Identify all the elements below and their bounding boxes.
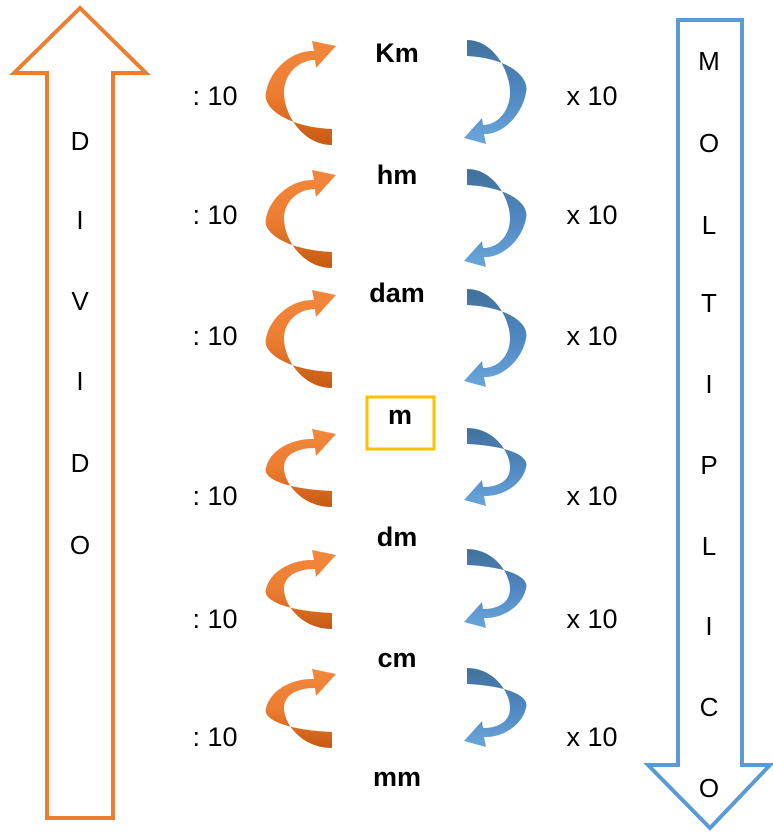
divide-label: : 10	[192, 481, 237, 511]
multiply-curved-arrow	[464, 169, 527, 267]
multiply-big-arrow	[643, 18, 773, 831]
multiply-label: x 10	[566, 321, 617, 351]
moltiplico-letter: O	[699, 773, 719, 803]
divide-curved-arrow	[265, 669, 336, 748]
divido-letter: I	[76, 366, 83, 396]
moltiplico-letter: M	[698, 46, 720, 76]
divide-label: : 10	[192, 604, 237, 634]
moltiplico-letter: C	[700, 692, 719, 722]
divide-curved-arrow	[265, 429, 336, 507]
divido-letter: D	[71, 448, 90, 478]
unit-label-hm: hm	[377, 160, 418, 190]
multiply-label: x 10	[566, 200, 617, 230]
multiply-label: x 10	[566, 722, 617, 752]
multiply-curved-arrow	[464, 549, 527, 628]
unit-label-mm: mm	[373, 762, 421, 792]
multiply-curved-arrow	[464, 668, 527, 747]
moltiplico-letter: L	[702, 531, 716, 561]
moltiplico-letter: I	[705, 369, 712, 399]
base-unit-highlight	[365, 395, 436, 451]
multiply-label: x 10	[566, 81, 617, 111]
unit-label-cm: cm	[377, 643, 416, 673]
moltiplico-letter: P	[700, 450, 717, 480]
divide-curved-arrow	[265, 290, 336, 388]
multiply-label: x 10	[566, 604, 617, 634]
divide-label: : 10	[192, 81, 237, 111]
divido-letter: O	[70, 530, 90, 560]
divido-letter: D	[71, 126, 90, 156]
moltiplico-letter: O	[699, 128, 719, 158]
divide-curved-arrow	[265, 41, 336, 145]
multiply-curved-arrow	[464, 428, 527, 506]
divide-curved-arrow	[265, 550, 336, 629]
multiply-label: x 10	[566, 481, 617, 511]
unit-label-dm: dm	[377, 522, 418, 552]
unit-label-dam: dam	[369, 278, 425, 308]
divido-letter: V	[71, 286, 89, 316]
divide-big-arrow	[9, 5, 151, 820]
moltiplico-letter: I	[705, 611, 712, 641]
divide-curved-arrow	[265, 170, 336, 268]
moltiplico-letter: L	[702, 210, 716, 240]
multiply-curved-arrow	[464, 40, 527, 144]
moltiplico-letter: T	[701, 288, 717, 318]
divide-label: : 10	[192, 321, 237, 351]
multiply-curved-arrow	[464, 289, 527, 387]
divide-label: : 10	[192, 722, 237, 752]
divido-letter: I	[76, 205, 83, 235]
unit-label-Km: Km	[375, 38, 419, 68]
divide-label: : 10	[192, 200, 237, 230]
unit-label-m: m	[388, 400, 412, 430]
